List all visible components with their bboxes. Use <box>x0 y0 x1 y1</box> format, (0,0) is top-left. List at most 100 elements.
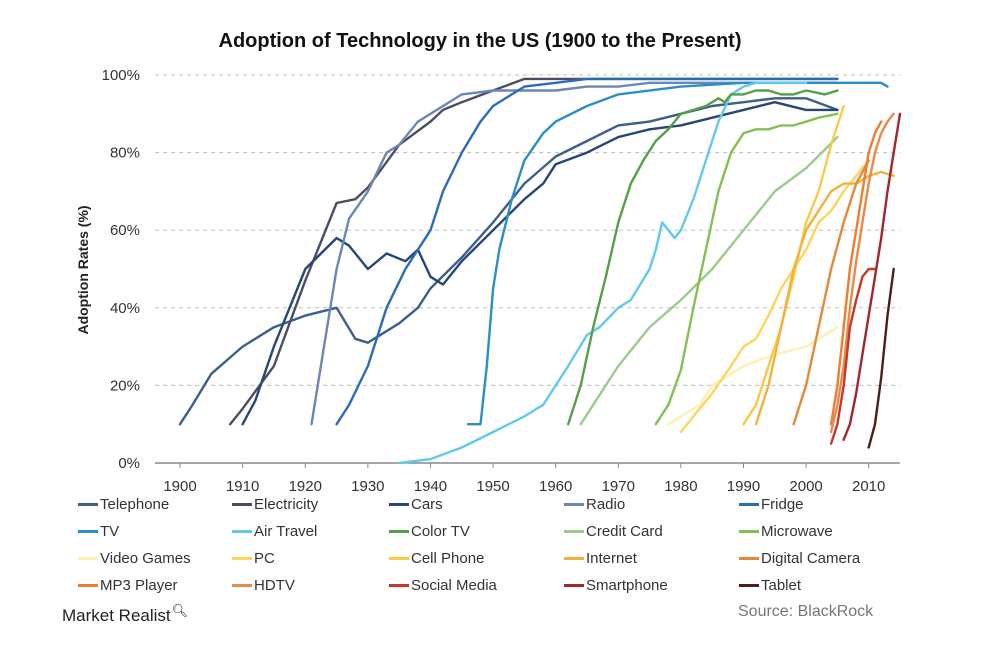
legend-swatch <box>232 530 252 533</box>
x-tick-label: 1990 <box>727 478 760 495</box>
y-tick-label: 100% <box>102 67 140 84</box>
x-tick-label: 1910 <box>226 478 259 495</box>
legend-item: Smartphone <box>564 577 668 594</box>
tick-labels: 0% 20% 40% 60% 80% 100% 1900 1910 1920 1930 1940 19… <box>102 67 886 495</box>
series-line-video-games <box>667 326 839 426</box>
legend-item: TV <box>78 523 119 540</box>
legend-label: Radio <box>586 496 626 513</box>
legend-item: Video Games <box>78 550 191 567</box>
y-tick-label: 80% <box>110 145 140 162</box>
legend-item: PC <box>232 550 275 567</box>
series-line-electricity <box>228 77 839 426</box>
brand-name: Market Realist <box>62 606 171 625</box>
legend-label: Microwave <box>761 523 833 540</box>
series-line-social-media <box>829 267 877 445</box>
legend-swatch <box>78 530 98 533</box>
legend-label: Digital Camera <box>761 550 861 567</box>
legend-swatch <box>564 503 584 506</box>
legend-label: TV <box>100 523 120 540</box>
legend-item: Social Media <box>389 577 497 594</box>
legend-item: Cars <box>389 496 443 513</box>
legend-swatch <box>78 503 98 506</box>
series-line-telephone <box>178 97 839 426</box>
legend-swatch <box>389 530 409 533</box>
legend-item: Electricity <box>232 496 318 513</box>
series-line-air-travel <box>398 81 808 465</box>
series-line-microwave <box>654 112 839 426</box>
legend-swatch <box>389 503 409 506</box>
x-tick-label: 1940 <box>414 478 447 495</box>
legend-label: MP3 Player <box>100 577 178 594</box>
legend-label: PC <box>254 550 275 567</box>
legend-item: Credit Card <box>564 523 663 540</box>
legend-item: Internet <box>564 550 637 567</box>
series-line-pc <box>679 159 870 434</box>
legend-label: Color TV <box>411 523 470 540</box>
legend-label: Cars <box>411 496 443 513</box>
legend-label: Telephone <box>100 496 170 513</box>
legend-swatch <box>78 584 98 587</box>
x-tick-label: 1900 <box>163 478 196 495</box>
legend-swatch <box>78 557 98 560</box>
axes <box>155 462 900 468</box>
legend-swatch <box>389 584 409 587</box>
legend-label: Tablet <box>761 577 802 594</box>
y-tick-label: 60% <box>110 222 140 239</box>
legend-label: Internet <box>586 550 637 567</box>
series-line-radio <box>310 81 839 426</box>
series-line-hdtv <box>829 112 895 434</box>
legend-item: MP3 Player <box>78 577 178 594</box>
chart-title: Adoption of Technology in the US (1900 t… <box>218 30 742 52</box>
x-tick-label: 1960 <box>539 478 572 495</box>
x-tick-label: 2000 <box>789 478 822 495</box>
x-tick-label: 1980 <box>664 478 697 495</box>
legend-label: HDTV <box>254 577 295 594</box>
legend-swatch <box>739 557 759 560</box>
x-tick-label: 2010 <box>852 478 885 495</box>
source-note: Source: BlackRock <box>738 603 874 620</box>
legend-item: Radio <box>564 496 625 513</box>
legend-swatch <box>564 584 584 587</box>
legend-swatch <box>739 584 759 587</box>
legend-item: Tablet <box>739 577 801 594</box>
legend-label: Electricity <box>254 496 319 513</box>
series-line-tablet <box>867 267 895 449</box>
series-line-digital-camera <box>792 159 870 426</box>
series-lines <box>178 77 902 465</box>
legend-item: Color TV <box>389 523 470 540</box>
legend-swatch <box>232 557 252 560</box>
legend-item: Air Travel <box>232 523 317 540</box>
legend-swatch <box>389 557 409 560</box>
series-line-fridge <box>335 77 839 426</box>
legend-swatch <box>739 503 759 506</box>
series-line-color-tv <box>567 89 839 426</box>
y-tick-label: 40% <box>110 300 140 317</box>
legend-label: Smartphone <box>586 577 668 594</box>
legend-label: Social Media <box>411 577 497 594</box>
x-tick-label: 1950 <box>476 478 509 495</box>
series-line-mp3-player <box>829 120 883 426</box>
legend-swatch <box>232 584 252 587</box>
series-line-cars <box>241 100 839 426</box>
y-axis-label: Adoption Rates (%) <box>75 205 91 334</box>
series-line-cell-phone <box>742 104 845 426</box>
y-tick-label: 0% <box>118 455 140 472</box>
magnifier-icon: 🔍︎ <box>171 603 189 618</box>
x-tick-label: 1970 <box>602 478 635 495</box>
x-tick-label: 1930 <box>351 478 384 495</box>
legend-item: Digital Camera <box>739 550 860 567</box>
legend-label: Cell Phone <box>411 550 485 567</box>
x-tick-label: 1920 <box>289 478 322 495</box>
grid-lines <box>155 74 900 386</box>
legend-item: HDTV <box>232 577 295 594</box>
brand-logo: Market Realist🔍︎ <box>62 603 189 626</box>
legend-swatch <box>564 557 584 560</box>
legend-item: Cell Phone <box>389 550 484 567</box>
legend-item: Microwave <box>739 523 833 540</box>
legend-label: Video Games <box>100 550 191 567</box>
legend-item: Fridge <box>739 496 804 513</box>
legend-swatch <box>739 530 759 533</box>
legend-swatch <box>232 503 252 506</box>
legend-item: Telephone <box>78 496 169 513</box>
legend-swatch <box>564 530 584 533</box>
